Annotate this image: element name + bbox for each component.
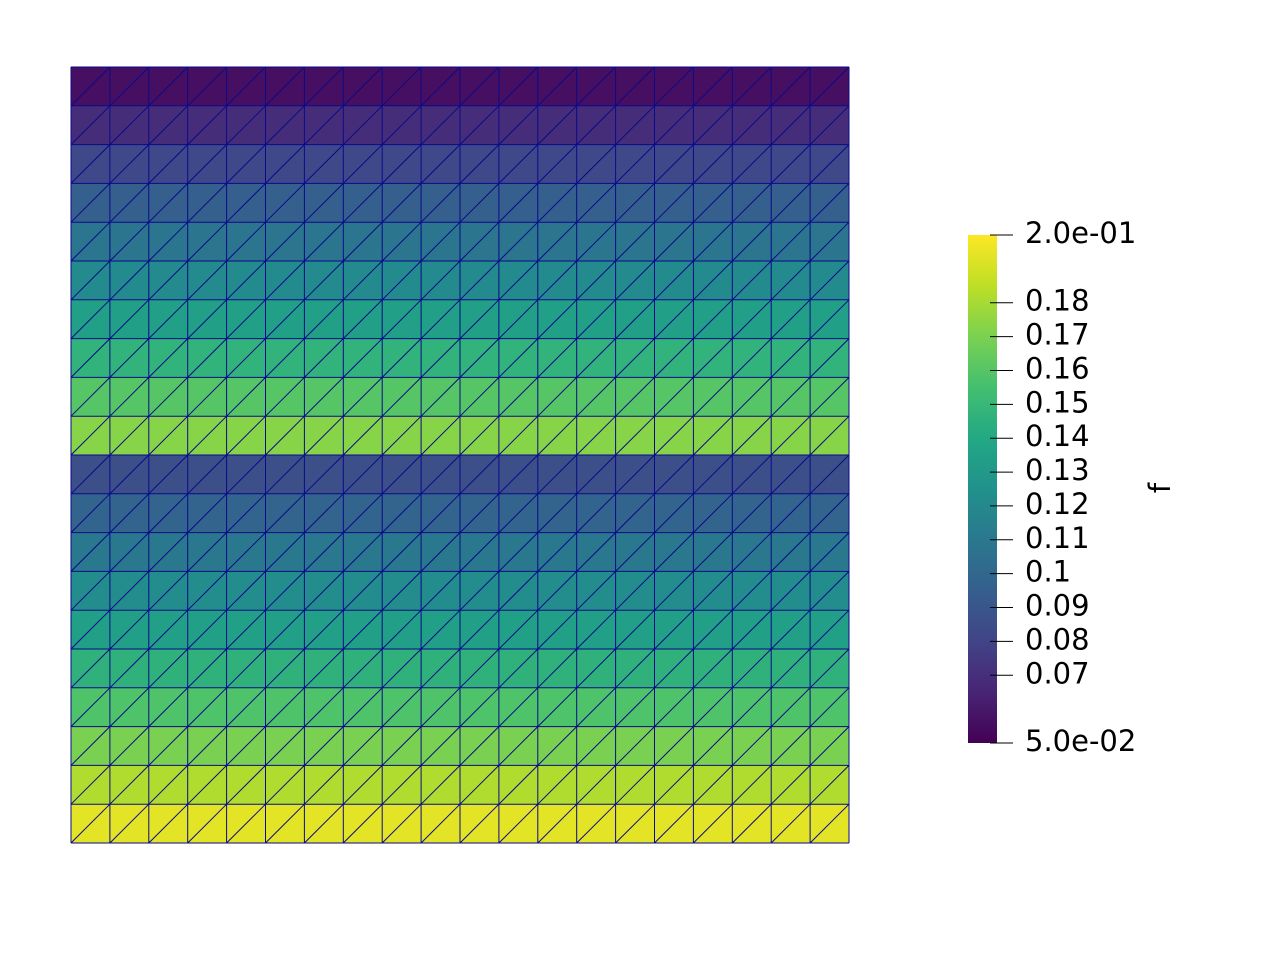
colorbar-tick-label: 0.18 <box>1025 284 1090 318</box>
colorbar-tick-label: 0.17 <box>1025 318 1090 352</box>
mesh-edges <box>70 66 850 844</box>
colorbar-tick-label: 0.07 <box>1025 656 1090 690</box>
colorbar-tick-label: 0.12 <box>1025 487 1090 521</box>
colorbar-tick-label: 0.13 <box>1025 453 1090 487</box>
colorbar-tick-label: 0.09 <box>1025 589 1090 623</box>
colorbar <box>968 235 997 743</box>
colorbar-tick-label: 5.0e-02 <box>1025 724 1136 758</box>
colorbar-tick-label: 0.16 <box>1025 351 1090 385</box>
colorbar-tick-label: 0.1 <box>1025 555 1071 589</box>
colorbar-tick-label: 0.11 <box>1025 521 1090 555</box>
colorbar-tick-label: 0.08 <box>1025 622 1090 656</box>
colorbar-tick-label: 0.14 <box>1025 419 1090 453</box>
colorbar-tick-label: 0.15 <box>1025 385 1090 419</box>
colorbar-tick-label: 2.0e-01 <box>1025 216 1136 250</box>
colorbar-title: f <box>1143 482 1177 493</box>
